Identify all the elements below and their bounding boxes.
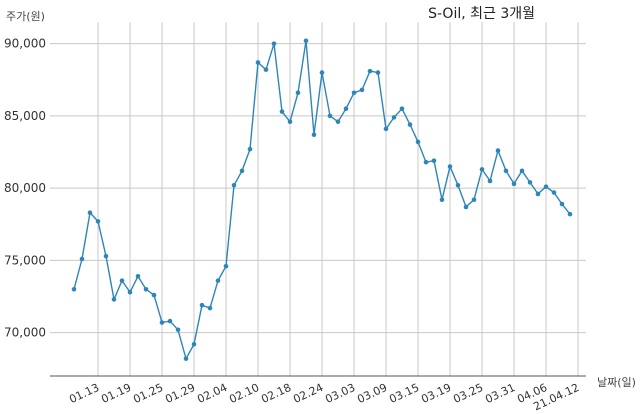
data-point <box>303 38 309 44</box>
data-point <box>431 158 437 164</box>
x-tick-label: 03.25 <box>451 381 485 406</box>
data-point <box>71 287 77 292</box>
x-tick-label: 03.19 <box>419 381 453 406</box>
data-point <box>207 305 213 311</box>
data-point <box>183 356 189 361</box>
x-tick-label: 03.03 <box>323 381 357 406</box>
data-point <box>407 122 413 127</box>
data-point <box>415 139 421 145</box>
data-point <box>239 168 245 174</box>
x-tick-label: 02.04 <box>195 381 229 406</box>
data-point <box>479 167 485 172</box>
x-tick-label: 02.18 <box>259 381 293 406</box>
data-point <box>351 90 357 96</box>
y-axis: 70,000 75,000 80,000 85,000 90,000 <box>4 37 46 340</box>
data-point <box>143 287 149 292</box>
data-point <box>159 320 165 325</box>
chart-title: S-Oil, 최근 3개월 <box>428 6 535 22</box>
x-tick-label: 03.09 <box>355 381 389 406</box>
data-point <box>199 302 205 308</box>
data-point <box>95 219 101 224</box>
y-tick-label: 85,000 <box>4 109 46 123</box>
data-point <box>319 70 325 75</box>
data-point <box>399 106 405 111</box>
x-tick-label: 01.19 <box>99 381 133 406</box>
x-tick-label: 03.15 <box>387 381 421 406</box>
data-point <box>455 182 461 188</box>
data-point <box>255 60 261 65</box>
x-tick-label: 01.13 <box>67 381 101 406</box>
x-tick-label: 02.24 <box>291 381 325 406</box>
x-axis-label: 날짜(일) <box>597 375 636 389</box>
data-point <box>559 201 565 207</box>
data-point <box>271 41 277 46</box>
data-point <box>287 119 293 124</box>
y-tick-label: 90,000 <box>4 37 46 51</box>
x-tick-label: 03.31 <box>483 381 517 406</box>
data-point <box>439 197 445 203</box>
y-tick-label: 80,000 <box>4 181 46 195</box>
data-point <box>463 204 469 210</box>
data-point <box>215 278 221 283</box>
x-axis: 01.1301.1901.2501.2902.0402.1002.1802.24… <box>50 375 586 413</box>
data-point <box>503 168 509 174</box>
data-point <box>103 253 109 259</box>
data-point <box>535 191 541 197</box>
data-point <box>551 190 557 195</box>
y-tick-label: 70,000 <box>4 326 46 340</box>
data-point <box>263 67 269 72</box>
y-axis-label: 주가(원) <box>6 10 45 23</box>
data-point <box>487 178 493 184</box>
data-point <box>367 68 373 74</box>
data-point <box>335 119 341 124</box>
data-point <box>151 292 157 298</box>
data-point <box>119 278 125 283</box>
data-point <box>511 181 517 187</box>
data-point <box>527 180 533 185</box>
y-tick-label: 75,000 <box>4 253 46 267</box>
data-point <box>231 182 237 188</box>
price-series <box>71 38 573 361</box>
data-point <box>311 132 317 138</box>
data-point <box>423 159 429 165</box>
grid <box>50 22 586 376</box>
x-tick-label: 01.25 <box>131 381 165 406</box>
data-point <box>519 168 525 174</box>
data-point <box>495 148 501 153</box>
data-point <box>279 109 285 114</box>
data-point <box>79 256 85 262</box>
data-point <box>111 297 117 302</box>
data-point <box>127 289 133 295</box>
data-point <box>343 106 349 111</box>
data-point <box>375 70 381 75</box>
data-point <box>175 327 181 333</box>
data-point <box>295 90 301 96</box>
x-tick-label: 01.29 <box>163 381 197 406</box>
data-point <box>167 318 173 324</box>
data-point <box>383 126 389 132</box>
data-point <box>191 341 197 347</box>
x-tick-label: 02.10 <box>227 381 261 406</box>
data-point <box>327 113 333 119</box>
data-point <box>471 197 477 203</box>
data-point <box>359 87 365 93</box>
data-point <box>135 274 141 279</box>
data-point <box>447 164 453 169</box>
data-point <box>543 184 549 190</box>
data-point <box>391 115 397 120</box>
data-point <box>247 146 253 152</box>
data-point <box>567 211 573 217</box>
data-point <box>87 210 93 216</box>
data-point <box>223 263 229 269</box>
